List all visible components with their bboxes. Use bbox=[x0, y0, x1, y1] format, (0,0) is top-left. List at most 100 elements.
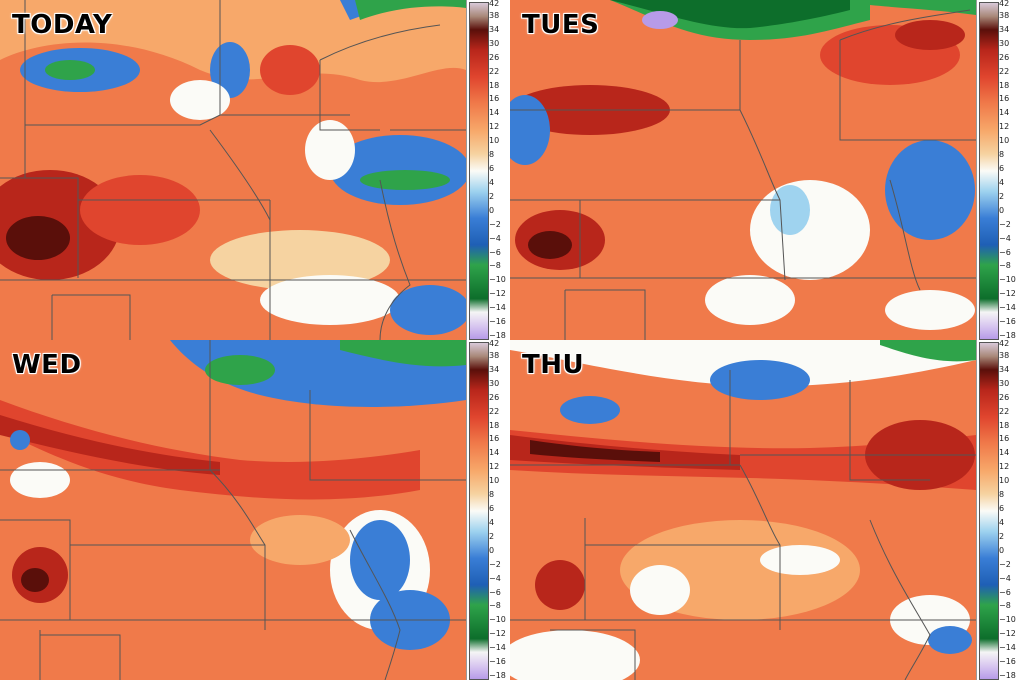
colorbar-tick-label: 30 bbox=[489, 378, 500, 388]
colorbar-tick-label: 34 bbox=[999, 24, 1010, 34]
colorbar-tick-label: 16 bbox=[999, 94, 1010, 104]
colorbar-tick-label: 38 bbox=[999, 350, 1010, 360]
colorbar-tick-label: 4 bbox=[489, 517, 495, 527]
colorbar-tick-label: −16 bbox=[489, 317, 506, 327]
colorbar-tick-label: −6 bbox=[999, 247, 1011, 257]
colorbar-tick-label: −4 bbox=[489, 233, 501, 243]
colorbar-tick-label: 0 bbox=[999, 545, 1005, 555]
colorbar-tick-label: −16 bbox=[489, 657, 506, 667]
colorbar-tick-label: 2 bbox=[489, 191, 495, 201]
day-label-thu: THU bbox=[522, 350, 585, 380]
map-panel-tues: TUES 42 38 34 30 26 22 18 16 14 12 10 8 6 4 2 0 −2 −4 −6 −8… bbox=[510, 0, 1020, 340]
map-panel-today: TODAY 42 38 34 30 26 22 18 16 14 12 10 8 6 4 2 0 −2 −4 −6−… bbox=[0, 0, 510, 340]
day-label-wed: WED bbox=[12, 350, 82, 380]
colorbar-tick-label: −18 bbox=[999, 671, 1016, 680]
colorbar-tick-label: 16 bbox=[489, 434, 500, 444]
colorbar-tick-label: −14 bbox=[999, 303, 1016, 313]
colorbar-tick-label: 34 bbox=[489, 24, 500, 34]
colorbar-tick-label: −2 bbox=[999, 559, 1011, 569]
temperature-colorbar: 42 38 34 30 26 22 18 16 14 12 10 8 6 4 2 0 −2 −4 −6 −8 −10 −1… bbox=[466, 0, 510, 340]
colorbar-tick-label: −2 bbox=[489, 219, 501, 229]
colorbar-tick-label: 2 bbox=[999, 191, 1005, 201]
colorbar-tick-label: 42 bbox=[489, 0, 500, 8]
colorbar-tick-label: 14 bbox=[999, 108, 1010, 118]
colorbar-tick-label: 2 bbox=[999, 531, 1005, 541]
colorbar-tick-label: 26 bbox=[489, 392, 500, 402]
colorbar-tick-label: −12 bbox=[999, 629, 1016, 639]
colorbar-tick-label: −14 bbox=[489, 303, 506, 313]
colorbar-tick-label: −18 bbox=[489, 331, 506, 340]
colorbar-gradient bbox=[469, 2, 489, 340]
colorbar-tick-label: −18 bbox=[999, 331, 1016, 340]
temperature-map-wed bbox=[0, 340, 466, 680]
temperature-map-tues bbox=[510, 0, 976, 340]
colorbar-tick-label: 18 bbox=[489, 420, 500, 430]
colorbar-tick-label: 16 bbox=[999, 434, 1010, 444]
colorbar-tick-label: 10 bbox=[489, 136, 500, 146]
temperature-map-thu bbox=[510, 340, 976, 680]
colorbar-gradient bbox=[979, 342, 999, 680]
colorbar-tick-label: 42 bbox=[999, 340, 1010, 348]
colorbar-tick-label: 34 bbox=[489, 364, 500, 374]
colorbar-tick-label: 30 bbox=[999, 38, 1010, 48]
colorbar-tick-label: 14 bbox=[999, 448, 1010, 458]
day-label-today: TODAY bbox=[12, 10, 113, 40]
colorbar-tick-label: 10 bbox=[999, 476, 1010, 486]
colorbar-tick-label: 0 bbox=[489, 545, 495, 555]
colorbar-tick-label: 10 bbox=[999, 136, 1010, 146]
colorbar-tick-label: −4 bbox=[999, 573, 1011, 583]
colorbar-tick-label: 26 bbox=[489, 52, 500, 62]
colorbar-tick-label: 42 bbox=[999, 0, 1010, 8]
colorbar-tick-label: 10 bbox=[489, 476, 500, 486]
colorbar-tick-label: 22 bbox=[999, 406, 1010, 416]
colorbar-tick-label: −10 bbox=[999, 615, 1016, 625]
colorbar-tick-label: 12 bbox=[999, 462, 1010, 472]
colorbar-tick-label: 30 bbox=[999, 378, 1010, 388]
temperature-colorbar: 42 38 34 30 26 22 18 16 14 12 10 8 6 4 2 0 −2 −4 −6 −8 −10 −1… bbox=[466, 340, 510, 680]
colorbar-tick-label: −10 bbox=[999, 275, 1016, 285]
colorbar-tick-label: 12 bbox=[999, 122, 1010, 132]
temperature-colorbar: 42 38 34 30 26 22 18 16 14 12 10 8 6 4 2 0 −2 −4 −6 −8 −10 −1… bbox=[976, 0, 1020, 340]
colorbar-tick-label: 6 bbox=[999, 164, 1005, 173]
colorbar-tick-label: 8 bbox=[999, 150, 1005, 160]
colorbar-tick-label: 18 bbox=[489, 80, 500, 90]
colorbar-tick-label: 0 bbox=[489, 205, 495, 215]
colorbar-tick-label: 16 bbox=[489, 94, 500, 104]
colorbar-tick-label: −18 bbox=[489, 671, 506, 680]
colorbar-tick-label: 4 bbox=[999, 517, 1005, 527]
colorbar-tick-label: −2 bbox=[489, 559, 501, 569]
colorbar-tick-label: 38 bbox=[489, 10, 500, 20]
colorbar-tick-label: −16 bbox=[999, 657, 1016, 667]
colorbar-tick-label: −12 bbox=[489, 289, 506, 299]
colorbar-tick-label: 26 bbox=[999, 52, 1010, 62]
colorbar-tick-label: 42 bbox=[489, 340, 500, 348]
colorbar-tick-label: 22 bbox=[489, 406, 500, 416]
colorbar-tick-label: 18 bbox=[999, 80, 1010, 90]
colorbar-tick-label: 8 bbox=[489, 150, 495, 160]
colorbar-tick-label: −8 bbox=[489, 261, 501, 271]
colorbar-tick-label: −6 bbox=[999, 587, 1011, 597]
colorbar-tick-label: −6 bbox=[489, 587, 501, 597]
colorbar-tick-label: 12 bbox=[489, 122, 500, 132]
colorbar-gradient bbox=[469, 342, 489, 680]
colorbar-tick-label: −14 bbox=[489, 643, 506, 653]
colorbar-tick-label: −6 bbox=[489, 247, 501, 257]
colorbar-tick-label: −4 bbox=[999, 233, 1011, 243]
colorbar-tick-label: 30 bbox=[489, 38, 500, 48]
colorbar-tick-label: 4 bbox=[999, 177, 1005, 187]
colorbar-tick-label: −12 bbox=[489, 629, 506, 639]
colorbar-tick-label: −8 bbox=[999, 601, 1011, 611]
colorbar-tick-label: 6 bbox=[489, 164, 495, 173]
colorbar-tick-label: −8 bbox=[999, 261, 1011, 271]
temperature-map-today bbox=[0, 0, 466, 340]
colorbar-tick-label: 14 bbox=[489, 448, 500, 458]
colorbar-tick-label: 18 bbox=[999, 420, 1010, 430]
colorbar-tick-label: 22 bbox=[999, 66, 1010, 76]
colorbar-tick-label: 34 bbox=[999, 364, 1010, 374]
colorbar-tick-label: −12 bbox=[999, 289, 1016, 299]
colorbar-tick-label: 6 bbox=[489, 504, 495, 513]
colorbar-tick-label: −16 bbox=[999, 317, 1016, 327]
map-panel-thu: THU 42 38 34 30 26 22 18 16 14 12 10 8 6 4 2 0 −2 −4 −6 −8−… bbox=[510, 340, 1020, 680]
colorbar-tick-label: 8 bbox=[489, 490, 495, 500]
colorbar-tick-label: −10 bbox=[489, 615, 506, 625]
